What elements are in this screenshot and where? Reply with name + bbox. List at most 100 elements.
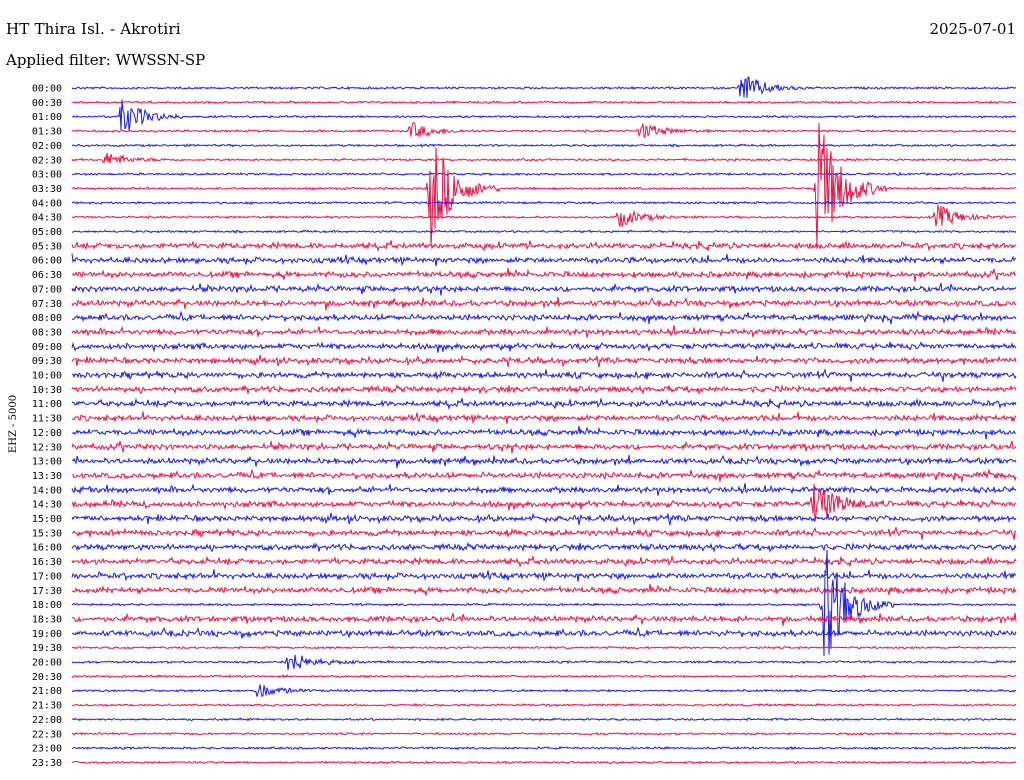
time-label-0230: 02:30 bbox=[32, 155, 62, 166]
time-label-2330: 23:30 bbox=[32, 758, 62, 769]
time-label-1530: 15:30 bbox=[32, 528, 62, 539]
time-label-1430: 14:30 bbox=[32, 500, 62, 511]
time-label-2130: 21:30 bbox=[32, 701, 62, 712]
trace-1630 bbox=[71, 555, 1017, 568]
time-label-1700: 17:00 bbox=[32, 571, 62, 582]
time-label-2200: 22:00 bbox=[32, 715, 62, 726]
station-title: HT Thira Isl. - Akrotiri bbox=[6, 20, 181, 38]
trace-0600 bbox=[71, 253, 1017, 267]
time-label-0730: 07:30 bbox=[32, 299, 62, 310]
trace-0130 bbox=[71, 122, 1017, 139]
trace-0330 bbox=[71, 122, 1017, 246]
trace-2000 bbox=[71, 654, 1017, 671]
time-label-1730: 17:30 bbox=[32, 586, 62, 597]
time-label-0400: 04:00 bbox=[32, 198, 62, 209]
time-label-group: 00:00 00:30 01:00 01:30 02:00 02:30 03:00 03:30… bbox=[32, 84, 62, 769]
trace-1430 bbox=[71, 483, 1017, 522]
trace-1030 bbox=[71, 383, 1017, 396]
time-label-0430: 04:30 bbox=[32, 213, 62, 224]
trace-0900 bbox=[71, 341, 1017, 353]
trace-0230 bbox=[71, 152, 1017, 164]
time-label-0830: 08:30 bbox=[32, 327, 62, 338]
trace-1830 bbox=[71, 612, 1017, 627]
time-label-0300: 03:00 bbox=[32, 170, 62, 181]
trace-1930 bbox=[71, 645, 1017, 650]
trace-2230 bbox=[71, 731, 1017, 737]
plot-date: 2025-07-01 bbox=[929, 20, 1016, 38]
trace-0930 bbox=[71, 354, 1017, 368]
trace-1100 bbox=[71, 397, 1017, 411]
time-label-0600: 06:00 bbox=[32, 256, 62, 267]
time-label-1630: 16:30 bbox=[32, 557, 62, 568]
trace-0430 bbox=[71, 205, 1017, 227]
time-label-0900: 09:00 bbox=[32, 342, 62, 353]
time-label-1500: 15:00 bbox=[32, 514, 62, 525]
time-label-1030: 10:30 bbox=[32, 385, 62, 396]
time-label-2300: 23:00 bbox=[32, 744, 62, 755]
trace-1800 bbox=[71, 549, 1017, 656]
time-label-0500: 05:00 bbox=[32, 227, 62, 238]
time-label-2230: 22:30 bbox=[32, 729, 62, 740]
trace-1700 bbox=[71, 569, 1017, 582]
trace-0830 bbox=[71, 325, 1017, 338]
trace-2130 bbox=[71, 702, 1017, 708]
trace-0030 bbox=[71, 100, 1017, 105]
trace-1230 bbox=[71, 440, 1017, 454]
trace-2200 bbox=[71, 717, 1017, 722]
time-label-2030: 20:30 bbox=[32, 672, 62, 683]
time-label-0630: 06:30 bbox=[32, 270, 62, 281]
time-label-1330: 13:30 bbox=[32, 471, 62, 482]
time-label-0700: 07:00 bbox=[32, 284, 62, 295]
trace-0400 bbox=[71, 200, 1017, 205]
channel-label: EHZ - 5000 bbox=[8, 395, 19, 453]
trace-2300 bbox=[71, 745, 1017, 751]
trace-1300 bbox=[71, 454, 1017, 469]
time-label-0130: 01:30 bbox=[32, 127, 62, 138]
time-label-1600: 16:00 bbox=[32, 543, 62, 554]
trace-0530 bbox=[71, 239, 1017, 253]
trace-2100 bbox=[71, 684, 1017, 698]
trace-0300 bbox=[71, 171, 1017, 177]
trace-1730 bbox=[71, 583, 1017, 596]
trace-1500 bbox=[71, 512, 1017, 526]
trace-group bbox=[71, 76, 1017, 765]
trace-0730 bbox=[71, 296, 1017, 311]
trace-0700 bbox=[71, 282, 1017, 296]
trace-2330 bbox=[71, 760, 1017, 765]
trace-2030 bbox=[71, 674, 1017, 679]
trace-0200 bbox=[71, 143, 1017, 148]
trace-1330 bbox=[71, 468, 1017, 483]
trace-1900 bbox=[71, 626, 1017, 639]
trace-0100 bbox=[71, 99, 1017, 131]
trace-1600 bbox=[71, 541, 1017, 554]
time-label-1000: 10:00 bbox=[32, 371, 62, 382]
trace-1000 bbox=[71, 368, 1017, 382]
time-label-1100: 11:00 bbox=[32, 399, 62, 410]
time-label-0030: 00:30 bbox=[32, 98, 62, 109]
time-label-0800: 08:00 bbox=[32, 313, 62, 324]
time-label-1300: 13:00 bbox=[32, 457, 62, 468]
trace-1530 bbox=[71, 525, 1017, 540]
trace-1200 bbox=[71, 425, 1017, 440]
time-label-0200: 02:00 bbox=[32, 141, 62, 152]
time-label-1230: 12:30 bbox=[32, 442, 62, 453]
time-label-0930: 09:30 bbox=[32, 356, 62, 367]
time-label-0330: 03:30 bbox=[32, 184, 62, 195]
trace-0800 bbox=[71, 310, 1017, 325]
time-label-1830: 18:30 bbox=[32, 614, 62, 625]
trace-0630 bbox=[71, 268, 1017, 282]
time-label-1800: 18:00 bbox=[32, 600, 62, 611]
time-label-2000: 20:00 bbox=[32, 658, 62, 669]
time-label-0000: 00:00 bbox=[32, 84, 62, 95]
time-label-1930: 19:30 bbox=[32, 643, 62, 654]
trace-0000 bbox=[71, 76, 1017, 99]
time-label-0530: 05:30 bbox=[32, 241, 62, 252]
filter-label: Applied filter: WWSSN-SP bbox=[6, 51, 206, 69]
time-label-1900: 19:00 bbox=[32, 629, 62, 640]
trace-0500 bbox=[71, 229, 1017, 234]
trace-1400 bbox=[71, 482, 1017, 496]
time-label-2100: 21:00 bbox=[32, 686, 62, 697]
time-label-0100: 01:00 bbox=[32, 112, 62, 123]
time-label-1130: 11:30 bbox=[32, 414, 62, 425]
